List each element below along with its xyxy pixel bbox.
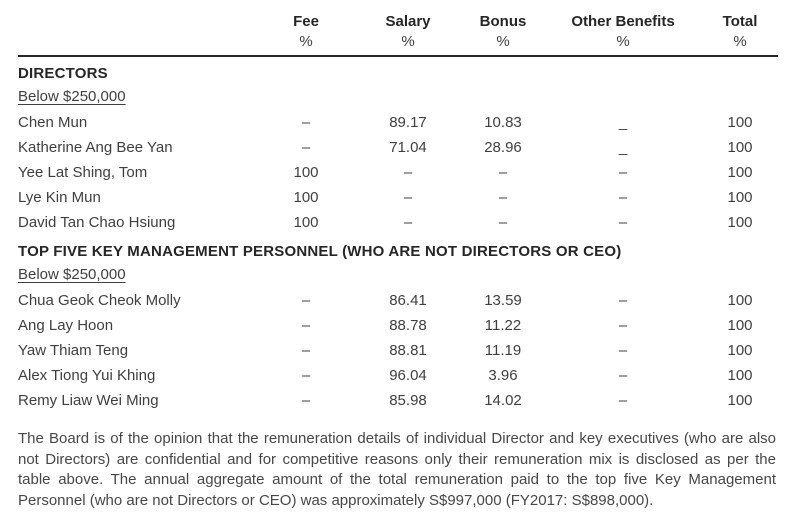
column-header-name xyxy=(18,9,258,33)
table-row: Chen Mun – 89.17 10.83 _ 100 xyxy=(18,110,778,135)
section-subheading-label: Below $250,000 xyxy=(18,266,126,283)
cell-other-benefits: – xyxy=(618,292,628,309)
cell-total: 100 xyxy=(727,164,753,181)
section-heading: DIRECTORS xyxy=(18,65,108,82)
cell-name: David Tan Chao Hsiung xyxy=(18,214,176,231)
cell-other-benefits: _ xyxy=(618,114,628,131)
column-header-other-benefits: Other Benefits xyxy=(571,12,675,30)
cell-name: Remy Liaw Wei Ming xyxy=(18,392,159,409)
column-unit-bonus: % xyxy=(462,33,544,57)
cell-bonus: – xyxy=(498,214,508,231)
table-row: Lye Kin Mun 100 – – – 100 xyxy=(18,185,778,210)
cell-bonus: 10.83 xyxy=(484,114,522,131)
cell-total: 100 xyxy=(727,114,753,131)
table-row: Ang Lay Hoon – 88.78 11.22 – 100 xyxy=(18,313,778,338)
cell-bonus: 13.59 xyxy=(484,292,522,309)
section-subheading-row: Below $250,000 xyxy=(18,82,778,110)
cell-fee: 100 xyxy=(293,189,319,206)
cell-bonus: – xyxy=(498,164,508,181)
cell-total: 100 xyxy=(727,189,753,206)
table-row: Yaw Thiam Teng – 88.81 11.19 – 100 xyxy=(18,338,778,363)
column-header-fee: Fee xyxy=(293,12,319,30)
cell-total: 100 xyxy=(727,292,753,309)
cell-bonus: 11.19 xyxy=(484,342,522,359)
cell-fee: – xyxy=(301,392,311,409)
remuneration-table: Fee Salary Bonus Other Benefits Total % … xyxy=(18,9,778,413)
section-heading: TOP FIVE KEY MANAGEMENT PERSONNEL (WHO A… xyxy=(18,243,622,260)
cell-other-benefits: – xyxy=(618,392,628,409)
cell-fee: – xyxy=(301,342,311,359)
cell-fee: – xyxy=(301,139,311,156)
footnote: The Board is of the opinion that the rem… xyxy=(18,430,776,509)
table-body: DIRECTORS Below $250,000 Chen Mun – 89.17 10.… xyxy=(18,56,778,413)
section-subheading: Below $250,000 xyxy=(18,82,778,110)
cell-other-benefits: – xyxy=(618,214,628,231)
table-row: Remy Liaw Wei Ming – 85.98 14.02 – 100 xyxy=(18,388,778,413)
table-row: Katherine Ang Bee Yan – 71.04 28.96 _ 100 xyxy=(18,135,778,160)
column-unit-fee: % xyxy=(258,33,354,57)
column-unit-other-benefits: % xyxy=(544,33,702,57)
cell-name: Yaw Thiam Teng xyxy=(18,342,129,359)
cell-total: 100 xyxy=(727,392,753,409)
table-header-row: Fee Salary Bonus Other Benefits Total xyxy=(18,9,778,33)
cell-salary: 85.98 xyxy=(389,392,427,409)
cell-fee: – xyxy=(301,114,311,131)
table-row: Chua Geok Cheok Molly – 86.41 13.59 – 100 xyxy=(18,288,778,313)
column-header-bonus: Bonus xyxy=(479,12,527,30)
cell-fee: 100 xyxy=(293,214,319,231)
cell-bonus: – xyxy=(498,189,508,206)
cell-fee: 100 xyxy=(293,164,319,181)
column-header-total: Total xyxy=(722,12,758,30)
cell-salary: – xyxy=(403,214,413,231)
table-row: Yee Lat Shing, Tom 100 – – – 100 xyxy=(18,160,778,185)
cell-name: Alex Tiong Yui Khing xyxy=(18,367,156,384)
cell-total: 100 xyxy=(727,317,753,334)
cell-salary: 88.78 xyxy=(389,317,427,334)
cell-name: Chen Mun xyxy=(18,114,88,131)
column-unit-salary: % xyxy=(354,33,462,57)
cell-salary: – xyxy=(403,164,413,181)
cell-name: Yee Lat Shing, Tom xyxy=(18,164,148,181)
section-heading-row: DIRECTORS xyxy=(18,56,778,82)
cell-bonus: 14.02 xyxy=(484,392,522,409)
section-subheading-label: Below $250,000 xyxy=(18,88,126,105)
cell-other-benefits: – xyxy=(618,164,628,181)
column-header-salary: Salary xyxy=(385,12,431,30)
cell-salary: 88.81 xyxy=(389,342,427,359)
cell-other-benefits: _ xyxy=(618,139,628,156)
cell-total: 100 xyxy=(727,214,753,231)
cell-name: Lye Kin Mun xyxy=(18,189,101,206)
cell-salary: 86.41 xyxy=(389,292,427,309)
cell-bonus: 28.96 xyxy=(484,139,522,156)
column-unit-name xyxy=(18,33,258,57)
cell-total: 100 xyxy=(727,342,753,359)
cell-other-benefits: – xyxy=(618,189,628,206)
cell-other-benefits: – xyxy=(618,367,628,384)
section-subheading: Below $250,000 xyxy=(18,260,778,288)
table-row: David Tan Chao Hsiung 100 – – – 100 xyxy=(18,210,778,235)
cell-fee: – xyxy=(301,367,311,384)
cell-total: 100 xyxy=(727,139,753,156)
table-row: Alex Tiong Yui Khing – 96.04 3.96 – 100 xyxy=(18,363,778,388)
cell-fee: – xyxy=(301,317,311,334)
cell-salary: 96.04 xyxy=(389,367,427,384)
cell-name: Katherine Ang Bee Yan xyxy=(18,139,173,156)
cell-bonus: 11.22 xyxy=(484,317,522,334)
cell-name: Chua Geok Cheok Molly xyxy=(18,292,181,309)
table-unit-row: % % % % % xyxy=(18,33,778,57)
cell-other-benefits: – xyxy=(618,342,628,359)
cell-other-benefits: – xyxy=(618,317,628,334)
cell-total: 100 xyxy=(727,367,753,384)
cell-salary: 71.04 xyxy=(389,139,427,156)
cell-salary: – xyxy=(403,189,413,206)
cell-salary: 89.17 xyxy=(389,114,427,131)
cell-fee: – xyxy=(301,292,311,309)
section-heading-row: TOP FIVE KEY MANAGEMENT PERSONNEL (WHO A… xyxy=(18,235,778,260)
cell-bonus: 3.96 xyxy=(488,367,518,384)
column-unit-total: % xyxy=(702,33,778,57)
cell-name: Ang Lay Hoon xyxy=(18,317,114,334)
section-subheading-row: Below $250,000 xyxy=(18,260,778,288)
